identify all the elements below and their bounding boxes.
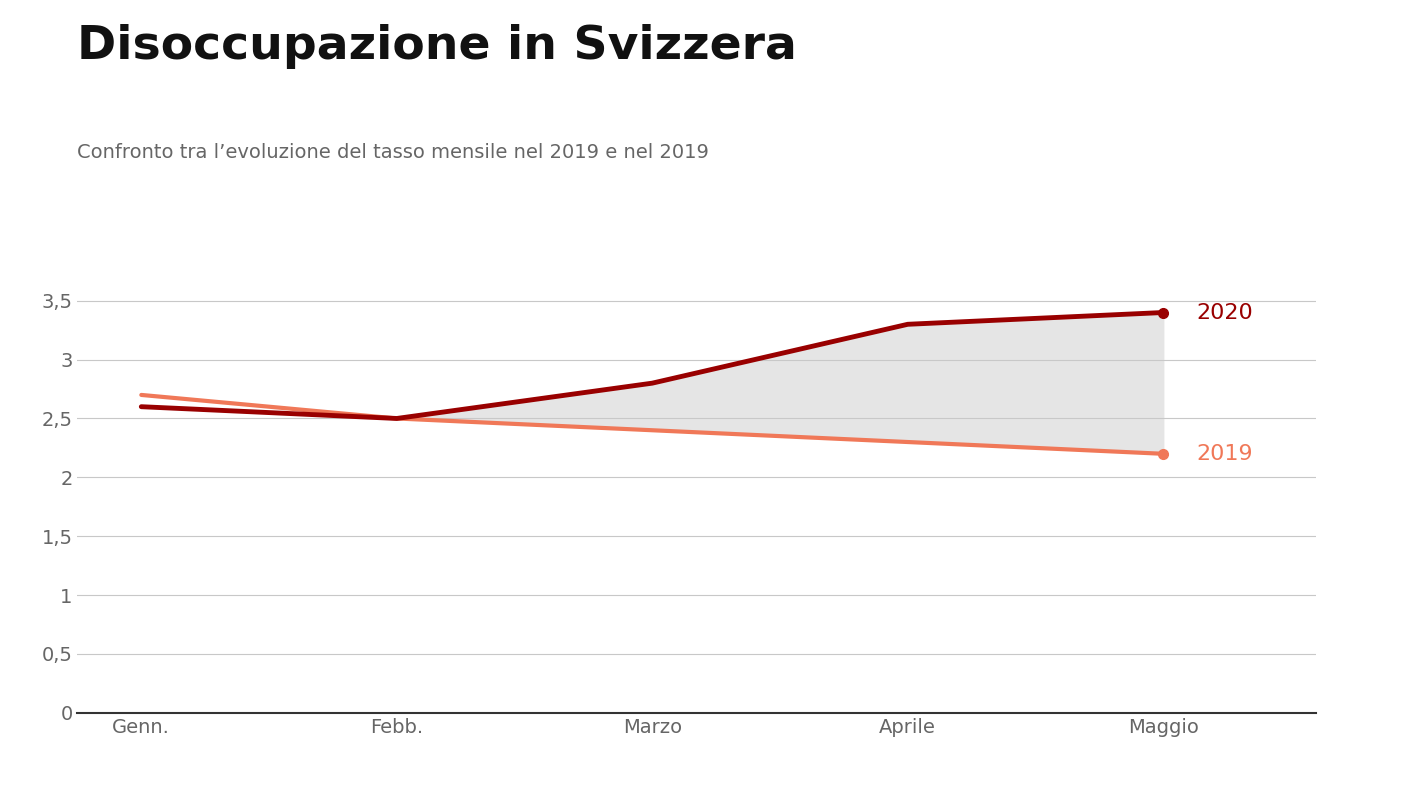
Text: Disoccupazione in Svizzera: Disoccupazione in Svizzera bbox=[77, 24, 797, 69]
Text: 2020: 2020 bbox=[1197, 303, 1253, 322]
Text: Confronto tra l’evoluzione del tasso mensile nel 2019 e nel 2019: Confronto tra l’evoluzione del tasso men… bbox=[77, 143, 710, 162]
Text: 2019: 2019 bbox=[1197, 444, 1253, 464]
